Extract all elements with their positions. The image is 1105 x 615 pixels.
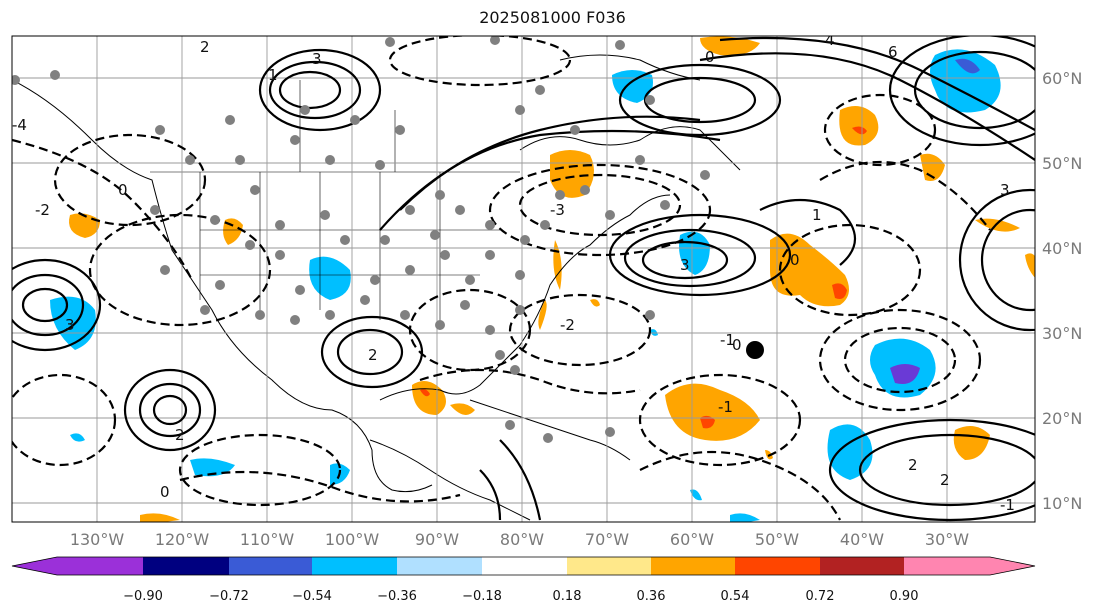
lat-label: 20°N	[1042, 409, 1082, 428]
lon-label: 60°W	[670, 530, 714, 549]
colorbar-segment	[651, 557, 735, 575]
contour-label: 3	[312, 50, 322, 68]
storm-center-marker	[746, 341, 764, 359]
map-frame	[11, 35, 1036, 523]
lat-label: 30°N	[1042, 324, 1082, 343]
negative-contours	[12, 36, 991, 521]
positive-contours	[12, 36, 1035, 522]
lat-label: 50°N	[1042, 154, 1082, 173]
contour-label: 2	[368, 346, 378, 364]
colorbar-tick-label: 0.36	[637, 589, 666, 604]
contour-label: 2	[200, 38, 210, 56]
lon-label: 30°W	[925, 530, 969, 549]
map-title: 2025081000 F036	[479, 8, 626, 27]
contour-label: 3	[65, 316, 75, 334]
contour-labels: 2 3 1 0 1 3 2 2 3 0 -2 -1 0 -2 4 6 3 2 2…	[12, 31, 1015, 514]
lat-label: 10°N	[1042, 494, 1082, 513]
colorbar-segment	[567, 557, 651, 575]
contour-label: 1	[268, 66, 278, 84]
colorbar-tick-label: 0.90	[890, 589, 919, 604]
lon-label: 130°W	[70, 530, 125, 549]
lon-label: 90°W	[415, 530, 459, 549]
colorbar-segment	[229, 557, 312, 575]
contour-label: 1	[812, 206, 822, 224]
longitude-labels: 130°W 120°W 110°W 100°W 90°W 80°W 70°W 6…	[70, 530, 969, 549]
lon-label: 80°W	[500, 530, 544, 549]
colorbar-segment	[482, 557, 567, 575]
latitude-labels: 60°N 50°N 40°N 30°N 20°N 10°N	[1042, 69, 1082, 513]
graticule	[12, 36, 1035, 522]
contour-label: 2	[175, 426, 185, 444]
contour-label: -2	[35, 201, 50, 219]
lat-label: 40°N	[1042, 239, 1082, 258]
contour-label: 2	[908, 456, 918, 474]
contour-label: 6	[888, 43, 898, 61]
colorbar-tick-label: 0.72	[806, 589, 835, 604]
station-markers	[12, 36, 710, 443]
lon-label: 70°W	[585, 530, 629, 549]
colorbar-tick-label: 0.54	[721, 589, 750, 604]
colorbar: −0.90 −0.72 −0.54 −0.36 −0.18 0.18 0.36 …	[11, 556, 1036, 604]
contour-label: -1	[720, 331, 735, 349]
contour-label: -3	[550, 201, 565, 219]
colorbar-segment	[820, 557, 904, 575]
colorbar-tick-label: 0.18	[553, 589, 582, 604]
contour-label: 0	[732, 336, 742, 354]
lon-label: 40°W	[840, 530, 884, 549]
colorbar-segment	[57, 557, 143, 575]
contour-label: 0	[118, 181, 128, 199]
contour-label: 3	[1000, 181, 1010, 199]
lat-label: 60°N	[1042, 69, 1082, 88]
contour-label: 0	[790, 251, 800, 269]
contour-label: 3	[680, 256, 690, 274]
contour-label: 0	[705, 48, 715, 66]
colorbar-segment	[312, 557, 397, 575]
contour-label: -1	[1000, 496, 1015, 514]
colorbar-tick-label: −0.54	[292, 589, 332, 604]
contour-label: 0	[160, 483, 170, 501]
colorbar-tick-label: −0.36	[377, 589, 417, 604]
contour-label: 4	[825, 31, 835, 49]
lon-label: 120°W	[155, 530, 210, 549]
colorbar-min-arrow	[12, 557, 57, 575]
contour-label: -2	[560, 316, 575, 334]
colorbar-segment	[904, 557, 990, 575]
contour-label: -1	[718, 398, 733, 416]
state-borders	[150, 80, 520, 330]
contour-label: 2	[940, 471, 950, 489]
lon-label: 110°W	[240, 530, 295, 549]
colorbar-tick-label: −0.18	[462, 589, 502, 604]
colorbar-segment	[735, 557, 820, 575]
colorbar-segment	[397, 557, 482, 575]
lon-label: 100°W	[325, 530, 380, 549]
contour-label: -4	[12, 116, 27, 134]
colorbar-tick-label: −0.90	[123, 589, 163, 604]
negative-anomaly-fills	[50, 49, 1001, 522]
lon-label: 50°W	[755, 530, 799, 549]
coastlines	[12, 54, 741, 521]
colorbar-segment	[143, 557, 229, 575]
colorbar-max-arrow	[990, 557, 1035, 575]
map-layers: 2 3 1 0 1 3 2 2 3 0 -2 -1 0 -2 4 6 3 2 2…	[12, 31, 1035, 522]
colorbar-tick-label: −0.72	[209, 589, 249, 604]
